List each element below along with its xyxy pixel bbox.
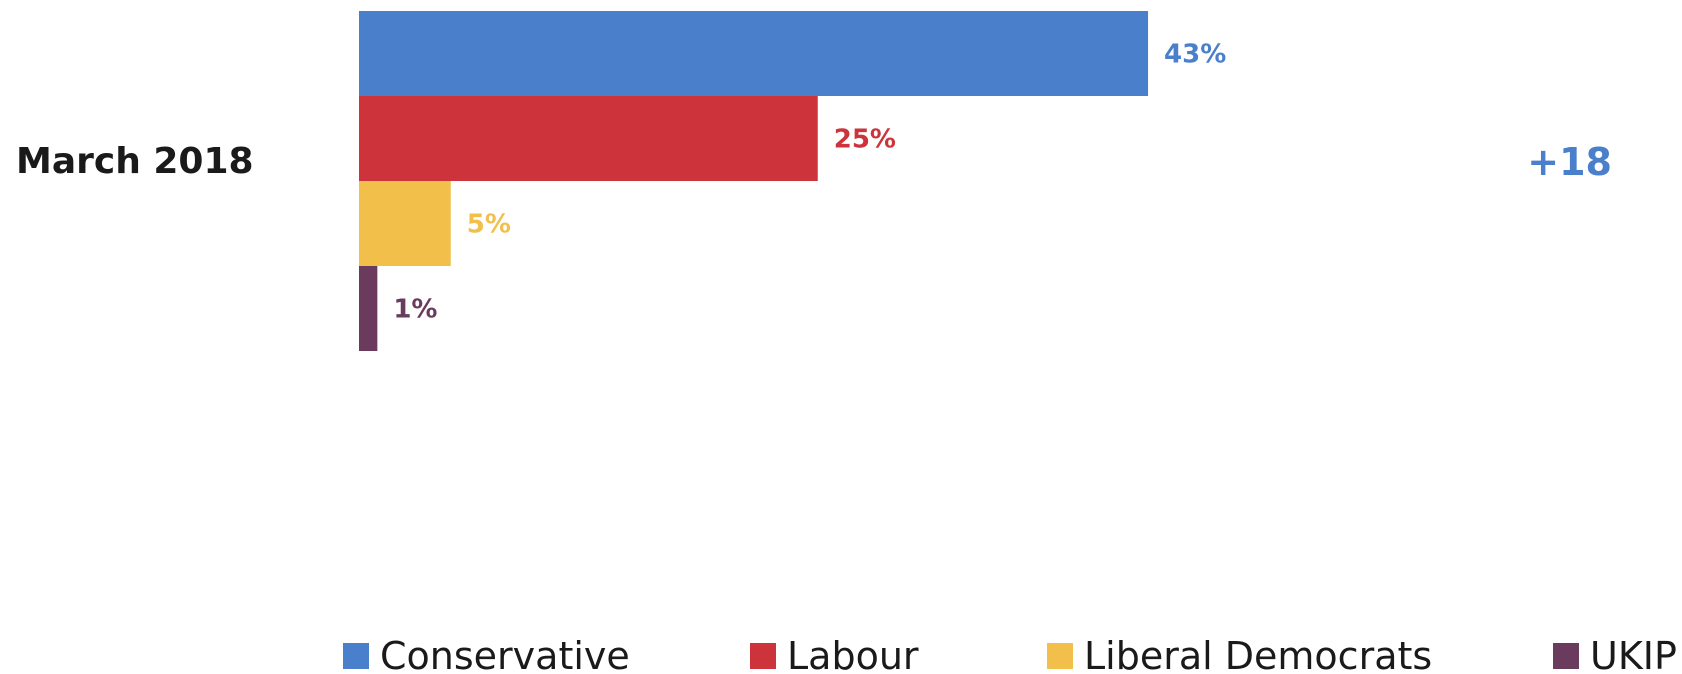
bar-liberal-democrats	[359, 181, 451, 266]
legend-swatch-conservative	[343, 643, 369, 669]
legend-item-labour: Labour	[750, 634, 919, 674]
bar-labour	[359, 96, 818, 181]
bar-conservative	[359, 11, 1149, 96]
legend-item-ukip: UKIP	[1553, 634, 1677, 674]
lead-label: +18	[1527, 140, 1612, 184]
legend-swatch-ukip	[1553, 643, 1579, 669]
legend-label-liberal-democrats: Liberal Democrats	[1084, 634, 1432, 674]
category-label-march-2018: March 2018	[16, 141, 254, 182]
legend-item-conservative: Conservative	[343, 634, 630, 674]
legend-label-ukip: UKIP	[1590, 634, 1677, 674]
bar-group	[359, 11, 1149, 351]
legend-label-conservative: Conservative	[380, 634, 630, 674]
value-label-ukip: 1%	[393, 295, 437, 325]
legend-swatch-labour	[750, 643, 776, 669]
legend-item-liberal-democrats: Liberal Democrats	[1047, 634, 1432, 674]
legend-label-labour: Labour	[787, 634, 919, 674]
bar-ukip	[359, 266, 378, 351]
value-label-conservative: 43%	[1164, 40, 1226, 70]
legend-swatch-liberal-democrats	[1047, 643, 1073, 669]
value-label-liberal-democrats: 5%	[467, 210, 511, 240]
legend: Conservative Labour Liberal Democrats UKIP	[343, 634, 1677, 674]
value-label-labour: 25%	[834, 125, 896, 155]
value-label-group: 43% 25% 5% 1%	[393, 40, 1226, 325]
